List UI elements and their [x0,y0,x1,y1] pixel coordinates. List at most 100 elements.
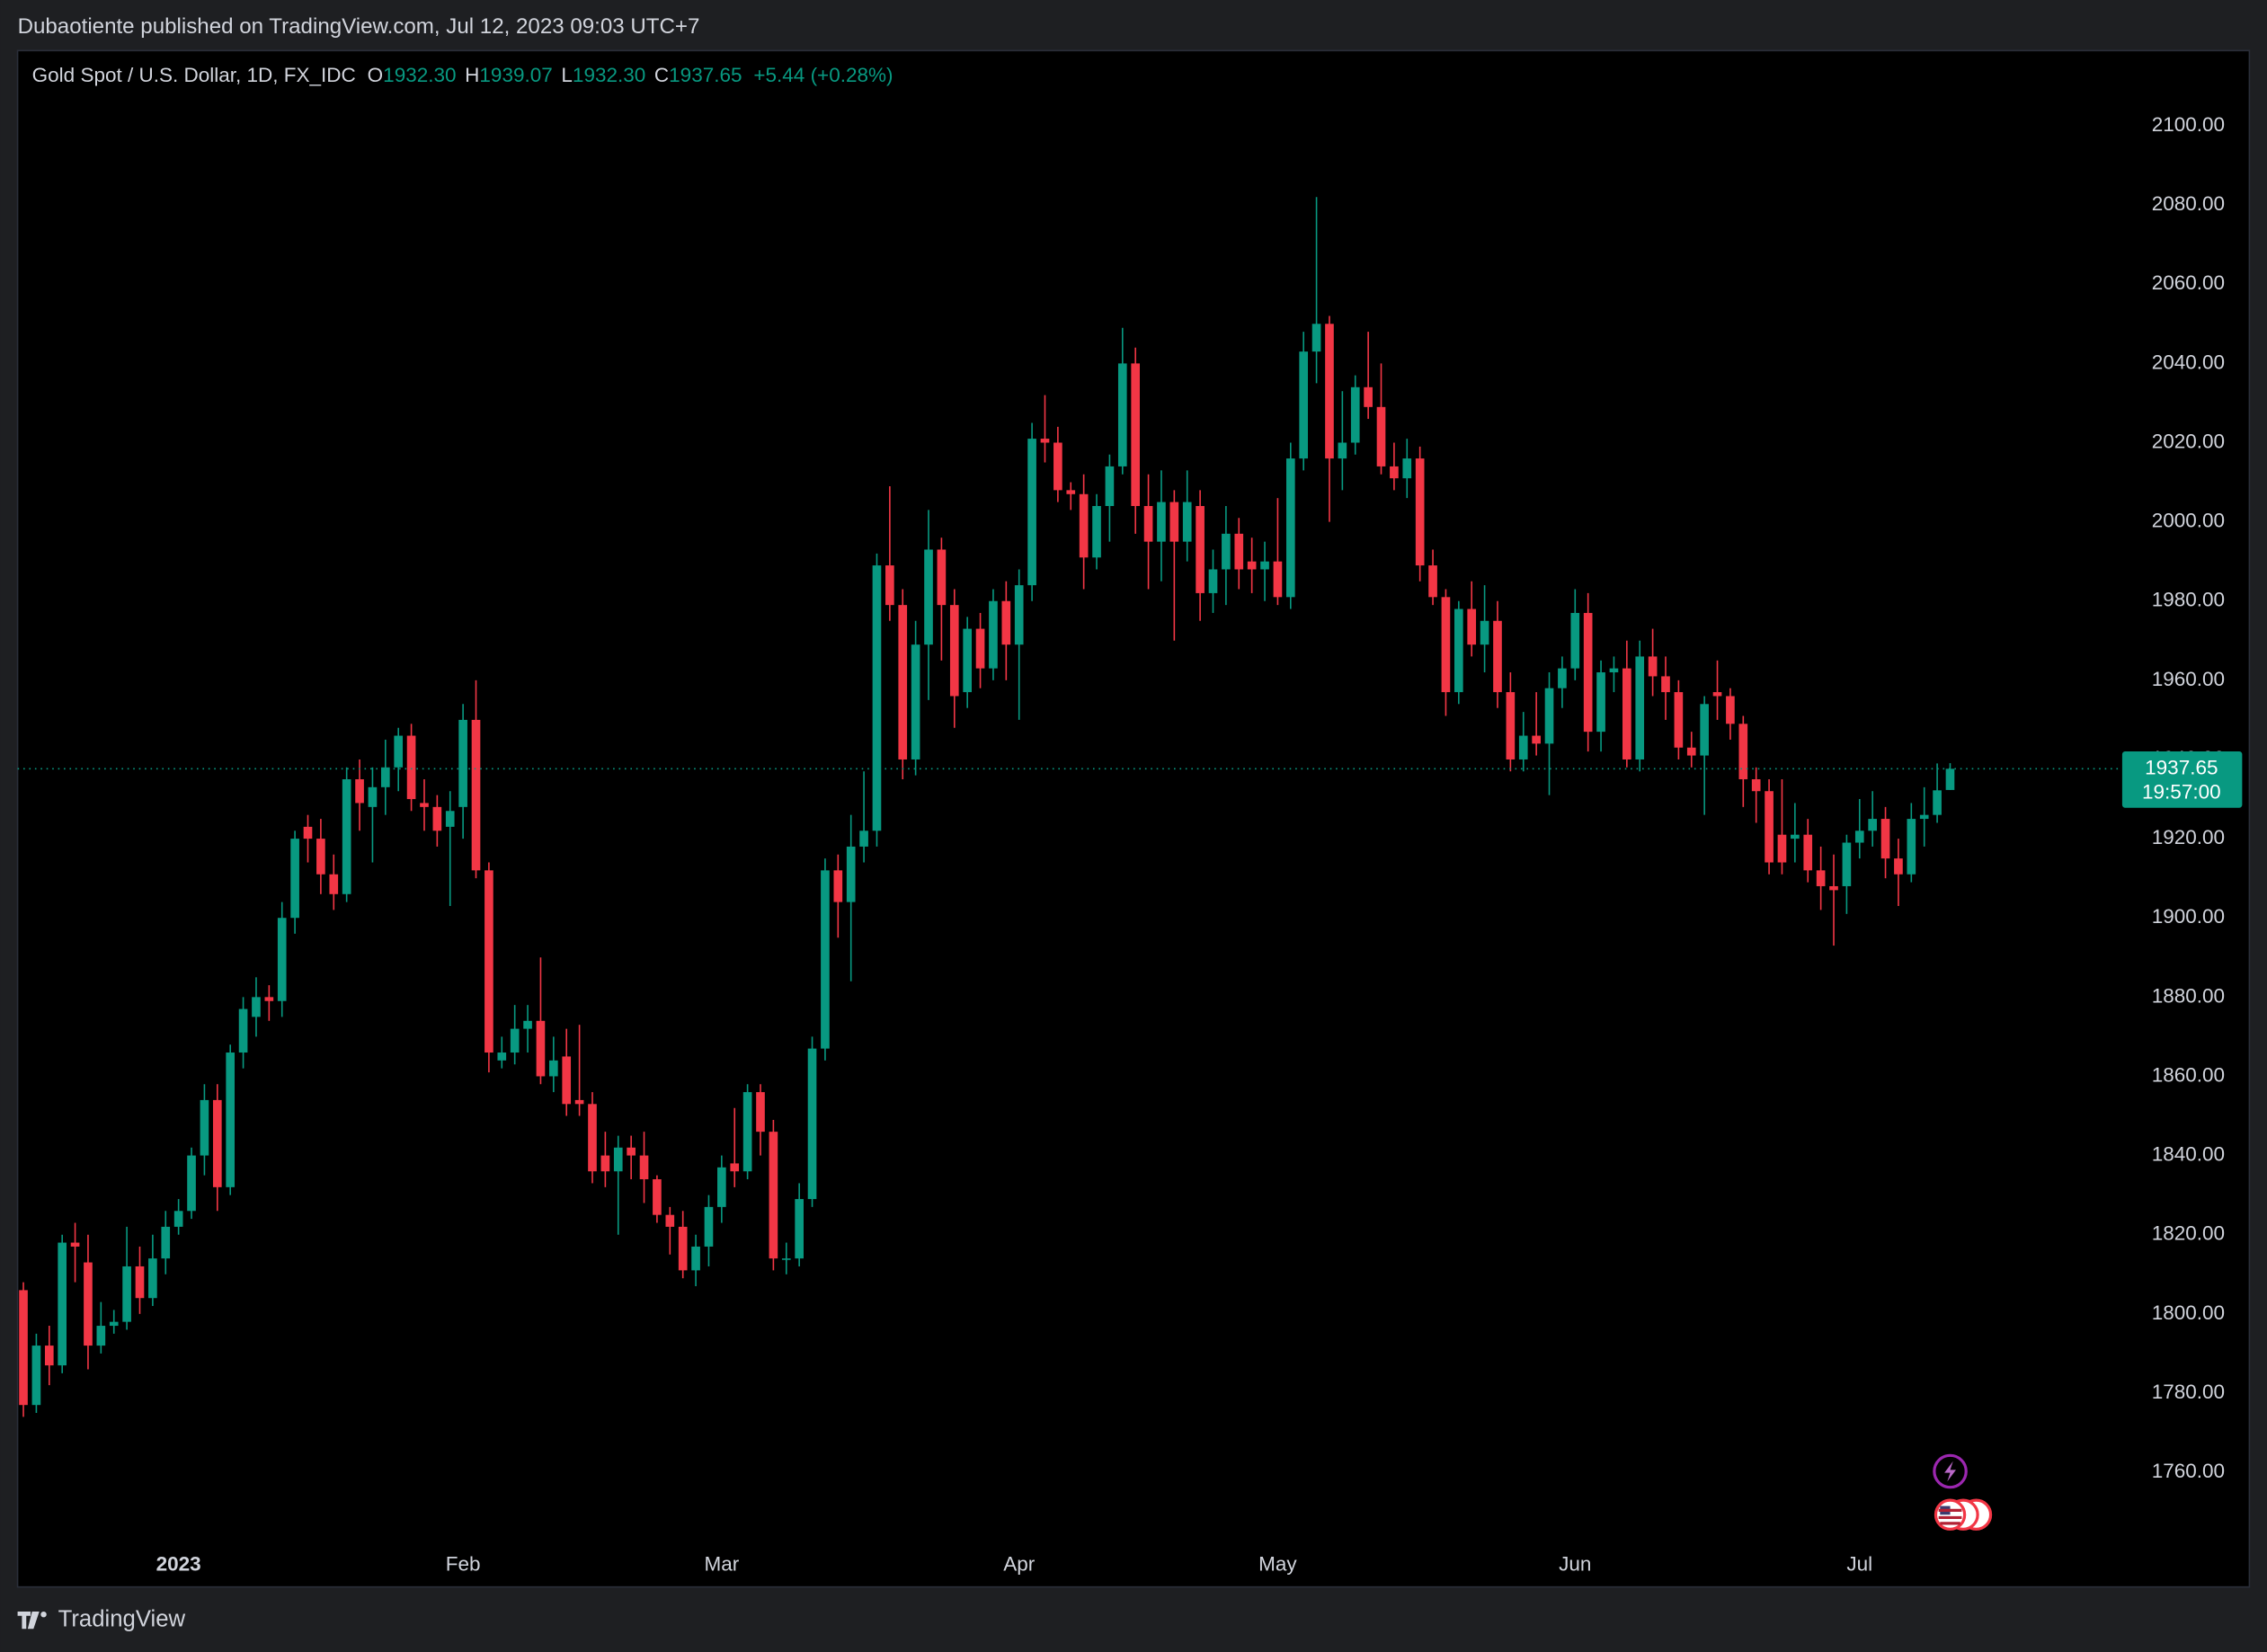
candle-body [1273,561,1283,598]
candle-body [833,870,843,902]
flag-stripes [1938,1508,1962,1525]
x-tick-label: Jun [1559,1552,1591,1575]
candle-body [161,1226,171,1259]
candle-body [1622,668,1631,759]
candle-body [911,644,920,759]
candle-body [226,1052,236,1187]
candle-body [432,806,442,831]
y-tick-label: 1980.00 [2152,589,2225,611]
candle-body [1829,885,1838,891]
lightning-glyph [1944,1461,1956,1482]
candle-body [1674,692,1684,748]
candle-body [1222,533,1231,570]
candle-body [31,1346,41,1406]
candle-body [355,779,364,804]
symbol-title: Gold Spot / U.S. Dollar, 1D, FX_IDC [32,64,356,86]
candle-body [1338,442,1347,459]
countdown-label: 19:57:00 [2142,781,2221,804]
candle-body [1532,735,1541,744]
candle-body [536,1020,546,1077]
y-tick-label: 2080.00 [2152,192,2225,215]
logo-mark [17,1611,40,1630]
footer-brand: TradingView [58,1606,186,1631]
candle-body [588,1104,597,1172]
candle-body [1454,608,1463,693]
candle-body [109,1321,119,1327]
candle-body [795,1199,804,1259]
candle-body [497,1052,507,1061]
x-tick-label: May [1258,1552,1297,1575]
candle-body [58,1242,67,1366]
candle-body [1609,668,1619,673]
candle-body [975,628,985,669]
candle-body [756,1092,765,1132]
candle-body [1854,830,1864,843]
candle-body [1480,620,1489,645]
candle-body [252,997,261,1017]
candle-body [704,1206,714,1247]
candle-body [898,605,908,759]
candle-body [1234,533,1244,570]
y-tick-label: 1840.00 [2152,1143,2225,1166]
candle-body [937,549,947,606]
ohlc-key: H [465,64,479,86]
ohlc-value: 1939.07 [479,64,552,86]
y-tick-label: 1760.00 [2152,1460,2225,1482]
candle-body [1415,458,1425,566]
change-value: +5.44 (+0.28%) [753,64,893,86]
candle-body [1131,363,1141,506]
y-tick-label: 2060.00 [2152,271,2225,294]
candle-body [807,1048,817,1200]
candle-body [458,719,467,807]
candle-body [1428,565,1437,598]
candle-body [1182,502,1192,542]
candle-body [1712,692,1722,697]
y-tick-label: 1860.00 [2152,1063,2225,1086]
candle-body [1196,505,1205,593]
candle-body [1777,834,1787,863]
legend: Gold Spot / U.S. Dollar, 1D, FX_IDC O1932… [32,64,893,86]
candle-body [613,1147,623,1172]
candle-body [471,719,481,871]
candle-body [1751,779,1761,792]
candle-body [368,786,378,807]
candle-body [872,565,882,831]
candle-body [394,735,404,768]
candle-body [1842,842,1852,886]
y-tick-label: 1920.00 [2152,826,2225,848]
candle-body [406,735,416,800]
candle-body [1208,569,1218,593]
candle-body [1868,819,1877,831]
last-price-tag [2121,751,2243,808]
candle-body [989,600,998,669]
candle-body [264,997,274,1001]
candle-body [1143,505,1153,542]
candle-body [769,1132,778,1259]
candle-body [510,1028,520,1053]
candle-body [380,767,390,787]
candle-body [1169,502,1179,542]
candle-body [329,874,339,894]
y-tick-label: 2040.00 [2152,351,2225,373]
candle-body [1027,439,1036,586]
footer-logo [17,1611,47,1630]
y-tick-label: 1960.00 [2152,668,2225,690]
candle-body [1907,819,1916,875]
x-tick-label: Jul [1846,1552,1872,1575]
candle-body [290,839,299,919]
y-tick-label: 1800.00 [2152,1301,2225,1324]
last-price-label: 1937.65 [2145,756,2218,778]
candle-body [1260,561,1269,570]
candle-body [1350,386,1360,443]
candle-body [1402,458,1412,479]
candle-body [549,1060,558,1077]
candle-body [1285,458,1295,598]
candle-body [277,918,287,1001]
candle-body [96,1326,106,1346]
candle-body [1376,406,1386,466]
candle-body [238,1008,248,1053]
candle-body [1933,790,1942,815]
candle-body [1325,324,1334,459]
candle-body [200,1099,209,1156]
